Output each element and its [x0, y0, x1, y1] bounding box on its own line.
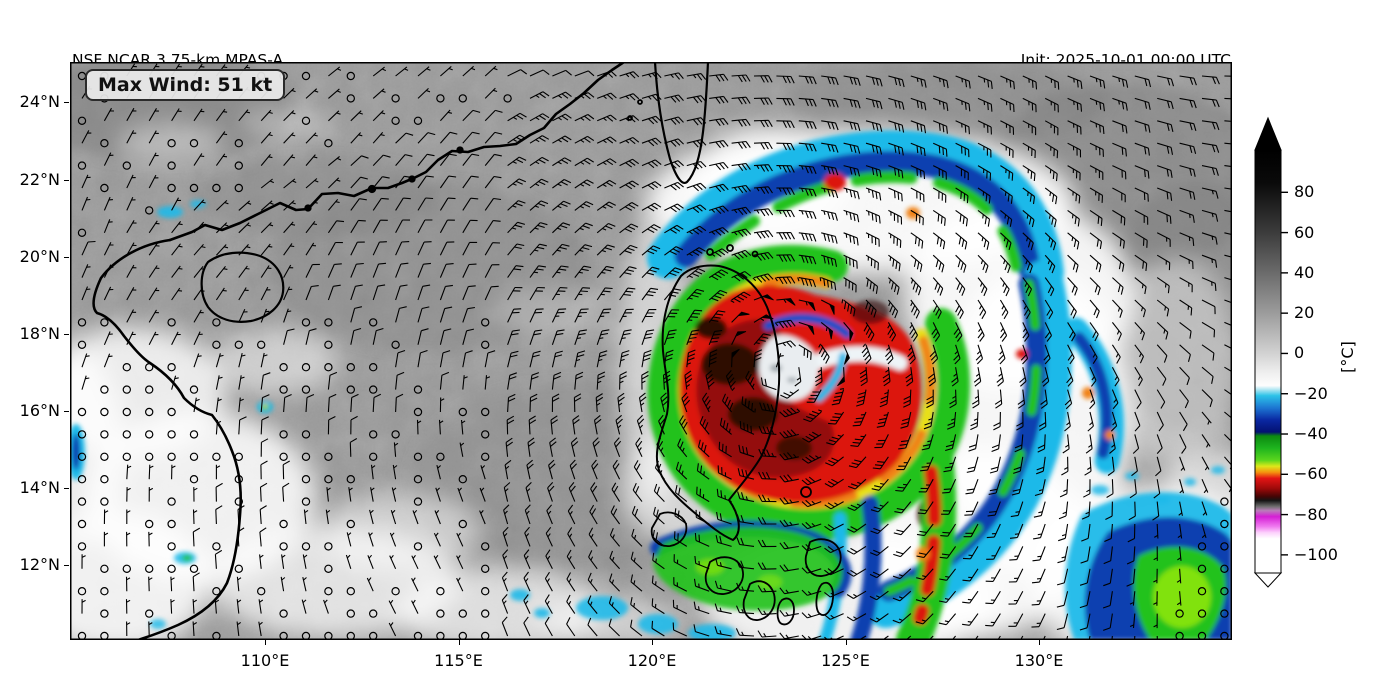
lon-tick-label: 120°E: [627, 651, 677, 670]
map-plot: [70, 62, 1232, 640]
lat-tick-label: 18°N: [19, 323, 60, 343]
lon-tick-label: 130°E: [1014, 651, 1064, 670]
axis-tick: [458, 640, 460, 645]
colorbar: 80 60 40 20 0 −20 −40 −60 −80 −100: [1246, 115, 1376, 595]
colorbar-tick-label: −20: [1294, 383, 1328, 403]
colorbar-tick-label: −80: [1294, 504, 1328, 524]
wind-barbs-layer: [77, 63, 1232, 640]
colorbar-tick-label: −60: [1294, 464, 1328, 484]
colorbar-tick-label: −100: [1294, 544, 1338, 564]
axis-tick: [845, 640, 847, 645]
lon-tick-label: 115°E: [434, 651, 483, 670]
lat-tick-label: 20°N: [19, 246, 60, 266]
axis-tick: [64, 410, 69, 412]
colorbar-gradient: [1253, 116, 1288, 588]
colorbar-tick-label: 40: [1294, 262, 1315, 282]
map-panel: Max Wind: 51 kt: [70, 62, 1232, 640]
axis-tick: [265, 640, 266, 645]
axis-tick: [1039, 640, 1040, 645]
ir-cold-cloud-layer: [70, 130, 1232, 640]
lat-tick-label: 14°N: [19, 477, 60, 497]
lon-tick-label: 125°E: [821, 651, 870, 670]
colorbar-tick-label: −40: [1294, 424, 1328, 443]
colorbar-tick-label: 0: [1294, 343, 1305, 363]
map-frame: [70, 62, 1232, 640]
axis-tick: [64, 256, 69, 258]
axis-tick: [64, 333, 69, 335]
axis-tick: [64, 487, 69, 489]
axis-tick: [64, 102, 69, 103]
lat-tick-label: 16°N: [19, 400, 60, 420]
lon-tick-label: 110°E: [240, 651, 290, 670]
colorbar-unit-label: [°C]: [1338, 341, 1357, 373]
colorbar-tick-label: 60: [1294, 222, 1315, 242]
colorbar-tick-label: 20: [1294, 303, 1315, 323]
axis-tick: [64, 179, 69, 181]
colorbar-tick-label: 80: [1294, 182, 1315, 202]
lat-tick-label: 12°N: [19, 554, 60, 574]
max-wind-badge: Max Wind: 51 kt: [85, 69, 286, 101]
lat-tick-label: 22°N: [19, 169, 60, 189]
axis-tick: [64, 564, 69, 566]
lat-tick-label: 24°N: [19, 92, 60, 111]
axis-tick: [652, 640, 653, 645]
